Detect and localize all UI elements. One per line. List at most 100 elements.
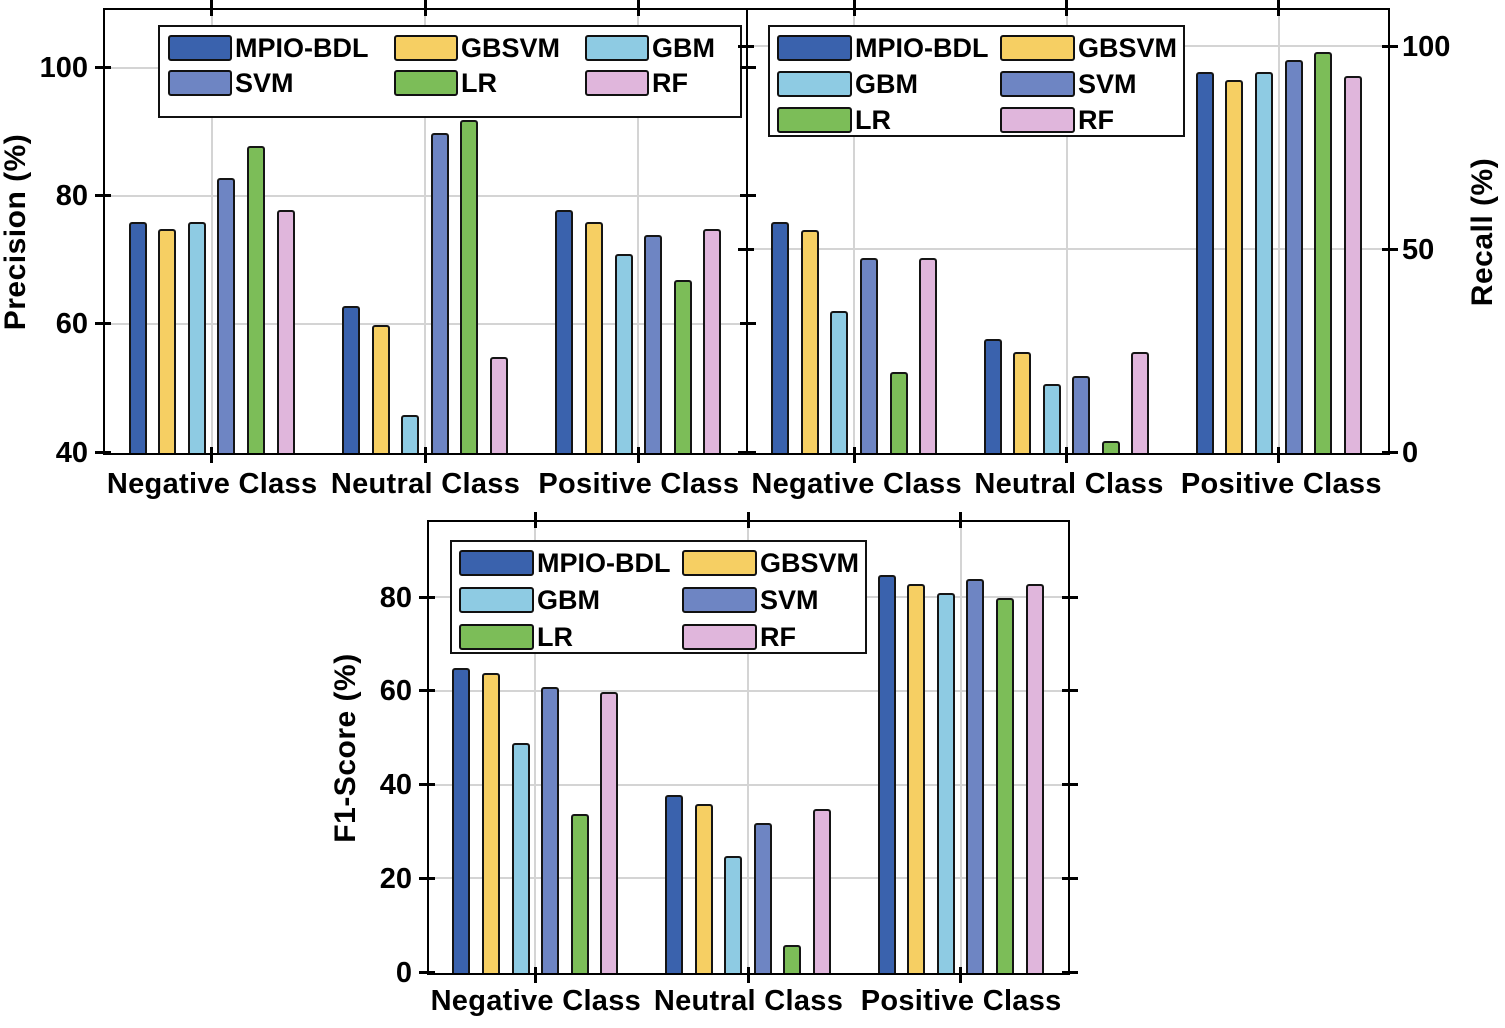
bar-gbsvm [1013, 352, 1032, 453]
legend-swatch-mpio-bdl [777, 35, 852, 61]
y-tick-right [1382, 450, 1398, 454]
x-tick-top [959, 512, 963, 528]
precision-legend: MPIO-BDL GBSVM GBM SVM LR RF [158, 25, 742, 118]
bar-gbm [511, 743, 530, 973]
bar-gbsvm [800, 230, 819, 453]
legend-label-svm: SVM [760, 584, 819, 615]
bar-svm [430, 133, 449, 453]
bar-group-neutral-class [342, 11, 508, 453]
legend-swatch-svm [168, 70, 232, 96]
y-tick-right [740, 322, 756, 326]
recall-axis-label: Recall (%) [1466, 157, 1499, 306]
x-gridline [210, 10, 213, 453]
x-tick-bottom [1065, 447, 1068, 463]
y-tick-left [95, 66, 111, 70]
bar-lr [1101, 441, 1120, 453]
bar-rf [703, 229, 722, 453]
y-tick-right [1062, 689, 1078, 693]
x-gridline [1065, 10, 1068, 453]
bar-gbm [724, 856, 743, 973]
x-tick-top [852, 0, 856, 16]
x-tick-bottom [852, 447, 856, 463]
bar-svm [753, 823, 772, 973]
x-tick-bottom [1277, 447, 1281, 463]
y-tick-left [95, 322, 111, 326]
category-label-negative-class: Negative Class [106, 468, 318, 500]
legend-entry-svm: SVM [682, 584, 819, 615]
x-tick-top [210, 0, 214, 16]
y-tick-label: 0 [395, 956, 412, 989]
x-tick-bottom [959, 967, 963, 983]
bar-gbsvm [371, 325, 390, 453]
y-tick-right [740, 66, 756, 70]
y-tick-label: 20 [379, 862, 412, 895]
y-tick-right [1062, 970, 1078, 974]
bar-lr [996, 598, 1015, 973]
x-tick-top [423, 0, 427, 16]
y-tick-left [419, 595, 435, 599]
bar-mpio-bdl [877, 575, 896, 973]
legend-swatch-svm [682, 587, 757, 613]
bar-gbsvm [158, 229, 177, 453]
legend-swatch-lr [777, 107, 852, 133]
y-tick-label: 100 [39, 52, 88, 85]
legend-swatch-rf [1000, 107, 1075, 133]
x-tick-top [1065, 0, 1068, 16]
legend-label-gbsvm: GBSVM [1078, 32, 1178, 63]
legend-label-gbm: GBM [537, 584, 600, 615]
legend-label-gbm: GBM [855, 68, 918, 99]
category-label-positive-class: Positive Class [1180, 468, 1382, 500]
legend-swatch-lr [459, 624, 534, 650]
bar-gbm [1255, 72, 1274, 453]
y-tick-left [95, 450, 111, 454]
bar-rf [812, 809, 831, 973]
legend-swatch-gbm [459, 587, 534, 613]
bar-lr [570, 814, 589, 973]
bar-group-positive-class [555, 11, 722, 453]
legend-entry-lr: LR [459, 623, 573, 650]
x-tick-bottom [423, 447, 427, 463]
legend-entry-rf: RF [682, 621, 796, 652]
y-tick-left [738, 44, 754, 48]
bar-group-negative-class [452, 523, 619, 973]
bar-mpio-bdl [771, 222, 790, 453]
bar-gbm [187, 222, 206, 453]
x-gridline [959, 522, 962, 973]
bar-group-neutral-class [665, 523, 831, 973]
bar-group-negative-class [128, 11, 295, 453]
x-tick-bottom [746, 967, 750, 983]
legend-entry-gbm: GBM [585, 32, 715, 63]
legend-label-rf: RF [760, 621, 796, 652]
y-tick-label: 40 [55, 436, 88, 469]
legend-entry-mpio-bdl: MPIO-BDL [459, 549, 670, 576]
y-tick-label: 60 [379, 675, 412, 708]
bar-gbsvm [694, 804, 713, 973]
category-label-neutral-class: Neutral Class [653, 985, 844, 1017]
legend-swatch-gbsvm [1000, 35, 1075, 61]
legend-label-gbm: GBM [652, 32, 715, 63]
x-gridline [534, 522, 537, 973]
bar-mpio-bdl [555, 210, 574, 453]
legend-entry-svm: SVM [1000, 70, 1137, 97]
bar-gbm [830, 311, 849, 453]
legend-entry-gbm: GBM [459, 584, 600, 615]
x-gridline [853, 10, 856, 453]
bar-mpio-bdl [128, 222, 147, 453]
category-label-negative-class: Negative Class [751, 468, 962, 500]
legend-entry-mpio-bdl: MPIO-BDL [168, 34, 368, 61]
y-tick-label: 80 [55, 180, 88, 213]
bar-svm [541, 687, 560, 973]
y-tick-label: 40 [379, 769, 412, 801]
bar-mpio-bdl [342, 306, 360, 453]
bar-rf [1025, 584, 1044, 973]
bar-gbm [936, 593, 955, 973]
bar-rf [1343, 76, 1362, 453]
y-tick-left [738, 450, 754, 454]
y-tick-label: 0 [1402, 436, 1419, 469]
legend-entry-gbsvm: GBSVM [1000, 32, 1178, 63]
x-tick-top [636, 0, 640, 16]
bar-svm [644, 235, 663, 453]
recall-chart-panel: MPIO-BDL GBSVM GBM SVM LR RF [738, 0, 1398, 463]
y-tick-left [419, 970, 435, 974]
